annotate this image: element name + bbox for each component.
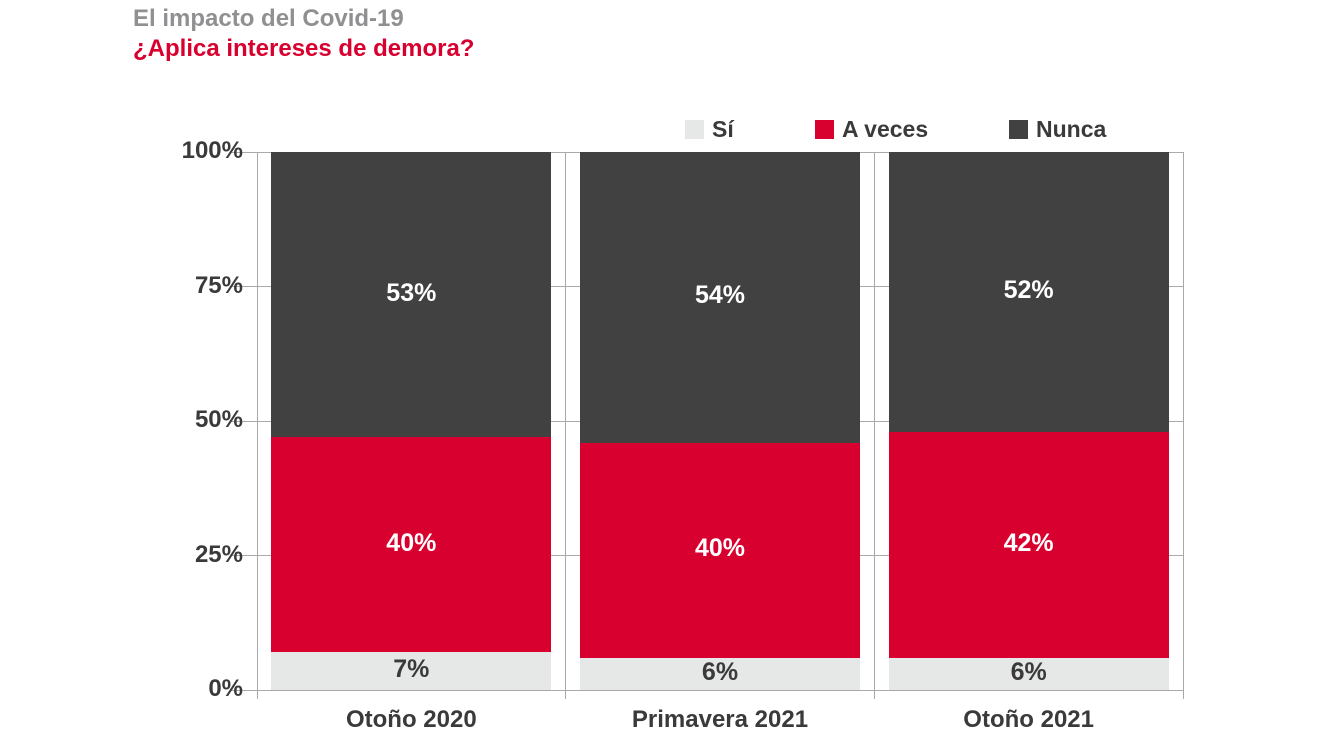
y-axis-tick — [230, 420, 257, 422]
plot-right-border — [1182, 152, 1184, 699]
legend-swatch-a-veces — [815, 119, 834, 139]
category-separator-line — [873, 152, 875, 699]
bar-segment-sí — [888, 657, 1169, 690]
chart-subtitle: ¿Aplica intereses de demora? — [133, 35, 475, 62]
legend-label-a-veces: A veces — [842, 116, 929, 142]
category-separator-line — [565, 152, 567, 699]
y-axis-tick — [230, 689, 257, 691]
y-axis-tick-label: 50% — [194, 406, 243, 433]
x-axis-category-label: Otoño 2021 — [963, 706, 1094, 733]
legend-swatch-nunca — [1009, 119, 1028, 139]
x-axis-category-label: Primavera 2021 — [631, 706, 809, 733]
legend-item-nunca: Nunca — [1009, 116, 1107, 142]
bar-segment-a-veces — [580, 442, 860, 658]
bar-segment-nunca — [271, 152, 552, 438]
y-axis-tick — [230, 555, 257, 556]
bar-segment-a-veces — [271, 437, 552, 653]
y-axis-line — [256, 152, 258, 699]
bar-segment-sí — [271, 652, 552, 690]
x-axis-category-label: Otoño 2020 — [345, 706, 477, 733]
legend-item-si: Sí — [685, 116, 734, 142]
bar-segment-nunca — [888, 152, 1169, 432]
y-axis-tick — [230, 151, 257, 153]
bar-segment-a-veces — [888, 431, 1169, 658]
y-axis-tick-label: 100% — [181, 137, 243, 164]
y-axis-tick-label: 25% — [194, 540, 243, 568]
y-axis-tick-label: 75% — [194, 271, 243, 299]
legend-label-si: Sí — [712, 116, 734, 142]
y-axis-tick — [230, 286, 257, 287]
bar-segment-sí — [580, 657, 860, 690]
title-block: El impacto del Covid-19 ¿Aplica interese… — [133, 4, 474, 64]
chart-title: El impacto del Covid-19 — [133, 5, 404, 32]
legend-swatch-si — [685, 119, 704, 139]
y-axis-tick-label: 0% — [208, 675, 243, 702]
legend-label-nunca: Nunca — [1036, 116, 1107, 142]
bar-segment-nunca — [580, 152, 860, 443]
chart-plot-area: 0% 25% 50% 75% 100% 7% 40% 53% Otoño 2020 6% 40% 54… — [182, 137, 1184, 733]
y-gridline — [257, 689, 1183, 691]
legend-item-a-veces: A veces — [815, 116, 929, 142]
chart-legend: Sí A veces Nunca — [0, 118, 1337, 142]
